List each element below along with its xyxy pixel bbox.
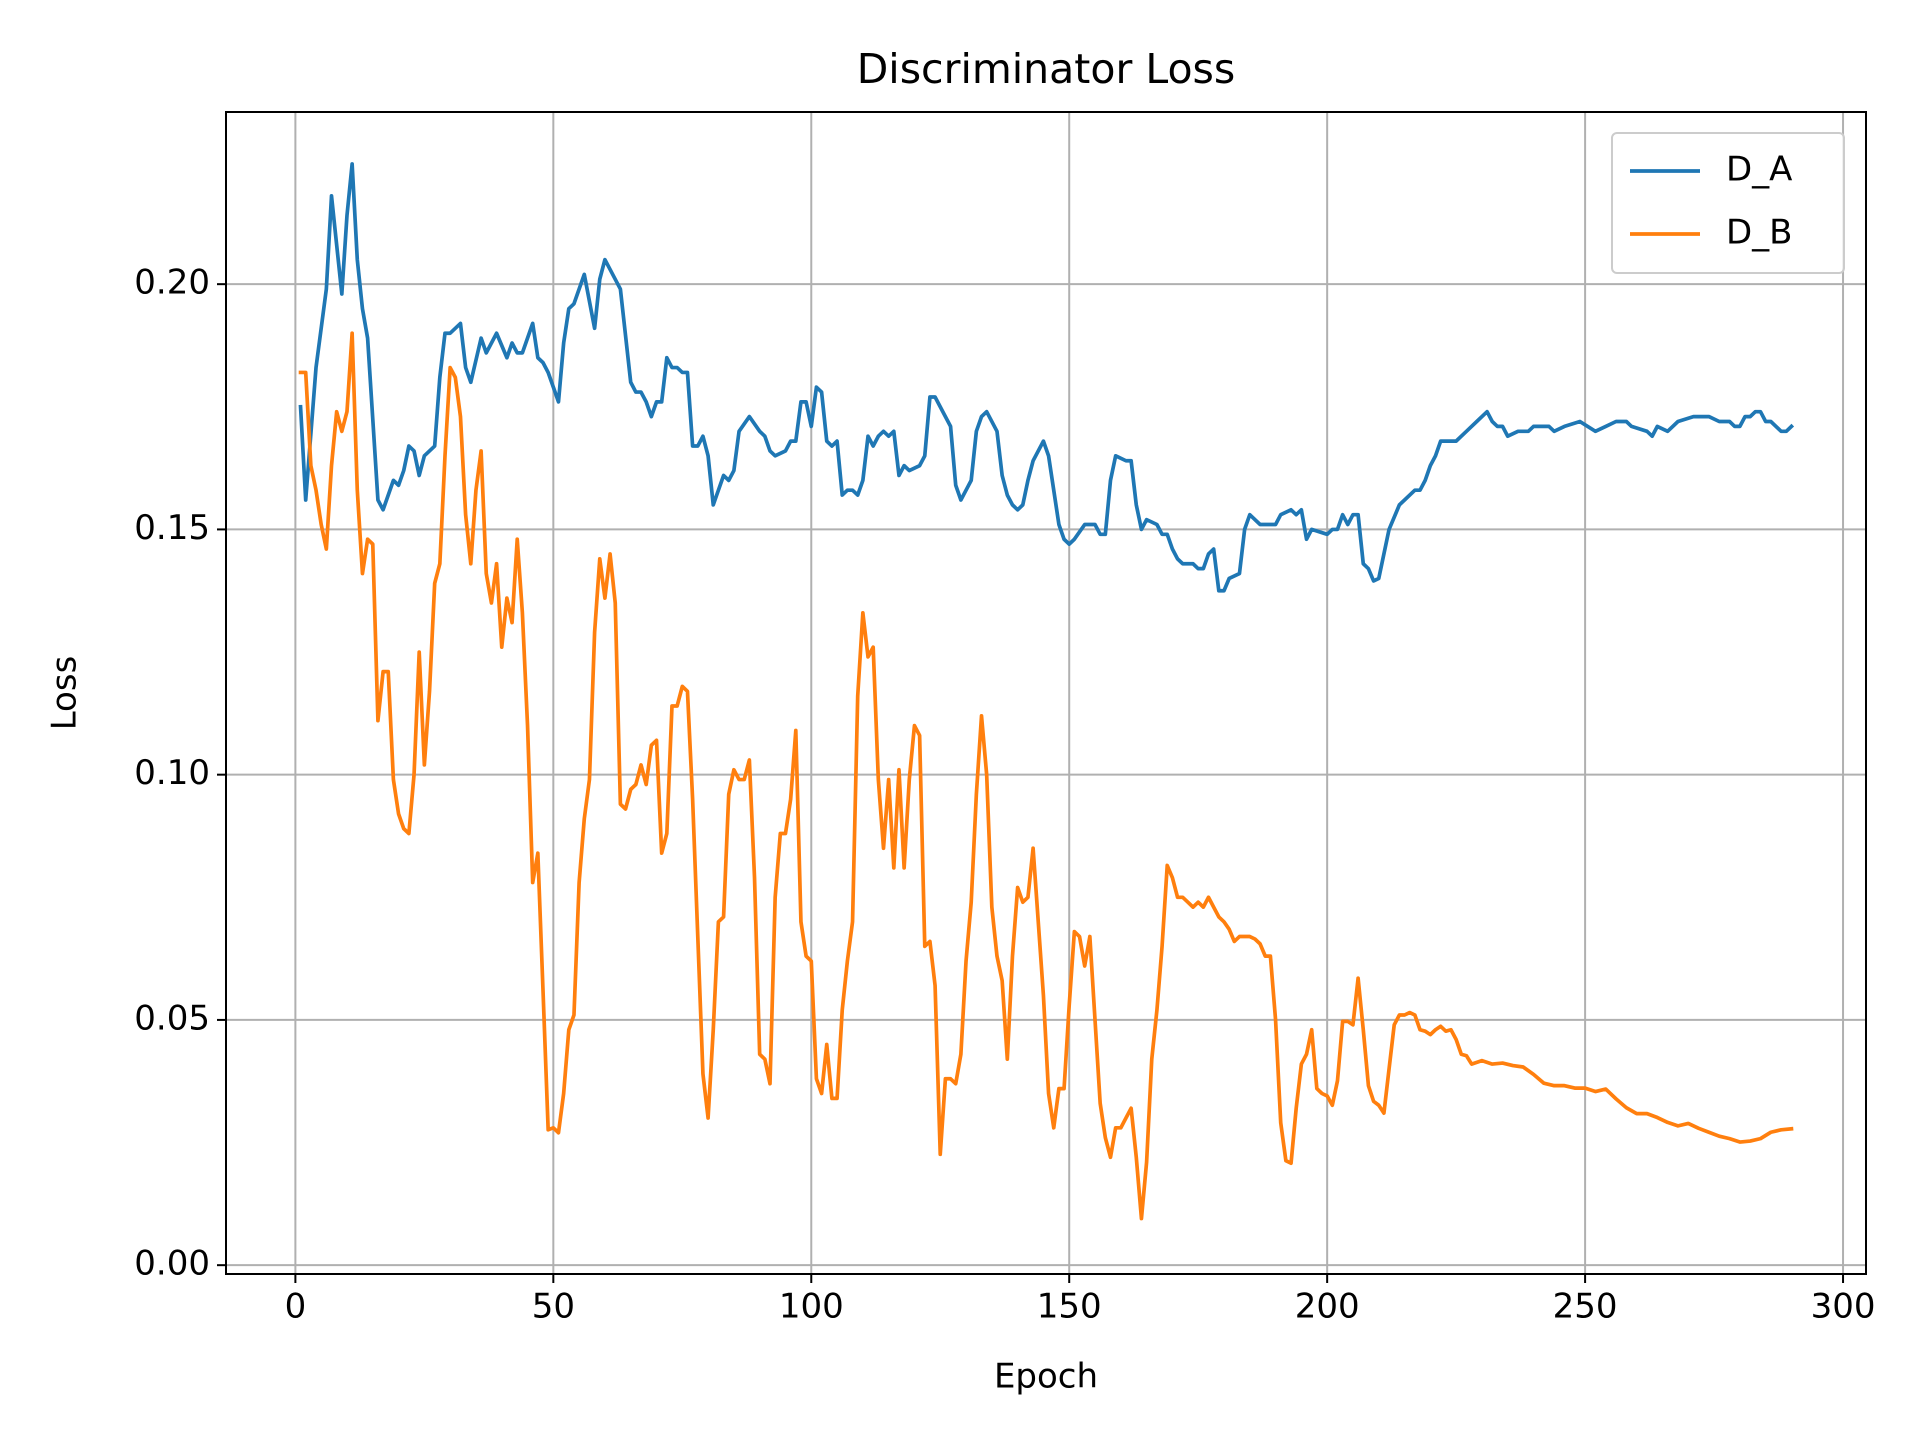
y-axis-label: Loss xyxy=(45,656,85,731)
x-tick-label: 100 xyxy=(779,1287,844,1327)
x-tick-label: 150 xyxy=(1037,1287,1102,1327)
legend-label: D_A xyxy=(1726,150,1792,190)
x-tick-label: 50 xyxy=(532,1287,575,1327)
x-axis-label: Epoch xyxy=(994,1357,1098,1397)
y-tick-label: 0.10 xyxy=(134,753,210,793)
plot-frame xyxy=(225,111,1867,1275)
chart-title: Discriminator Loss xyxy=(857,45,1236,93)
y-tick-label: 0.05 xyxy=(134,998,210,1038)
y-tick-label: 0.00 xyxy=(134,1244,210,1284)
x-tick-label: 200 xyxy=(1295,1287,1360,1327)
series-line xyxy=(298,331,1794,1221)
x-tick-label: 0 xyxy=(285,1287,307,1327)
legend-label: D_B xyxy=(1726,213,1793,253)
legend-box xyxy=(1611,132,1845,274)
y-tick-label: 0.20 xyxy=(134,263,210,303)
x-tick-label: 300 xyxy=(1811,1287,1876,1327)
y-tick-label: 0.15 xyxy=(134,508,210,548)
x-tick-label: 250 xyxy=(1553,1287,1618,1327)
legend: D_A D_B xyxy=(1611,132,1845,274)
series-line xyxy=(298,162,1795,593)
